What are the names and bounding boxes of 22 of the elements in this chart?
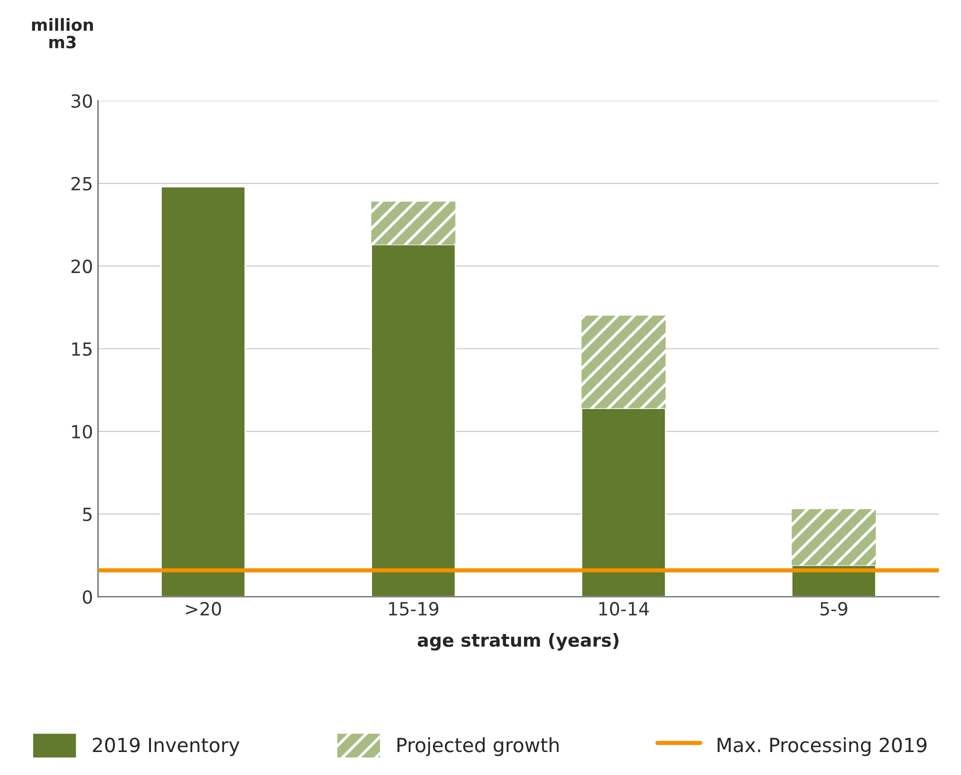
x-axis-title: age stratum (years) [418, 632, 618, 651]
bar [792, 509, 876, 566]
y-tick-label: 25 [72, 176, 92, 191]
bar [580, 408, 666, 597]
y-tick-label: 10 [72, 424, 92, 439]
bar [582, 316, 666, 408]
bar [371, 202, 456, 245]
x-tick-label: 15-19 [389, 602, 438, 616]
y-tick-label: 15 [72, 342, 92, 356]
y-tick-label: 20 [72, 260, 92, 274]
x-tick-label: 10-14 [599, 602, 649, 616]
bar [160, 186, 246, 597]
legend-label: Projected growth [397, 737, 559, 756]
bar [370, 244, 456, 597]
legend-label: 2019 Inventory [92, 738, 240, 756]
x-tick-label: >20 [186, 602, 221, 616]
x-tick-label: 5-9 [820, 602, 848, 616]
y-tick-label: 0 [82, 590, 92, 604]
y-tick-label: 5 [83, 508, 92, 522]
y-tick-label: 30 [72, 94, 92, 108]
y-axis-title: million m3 [32, 18, 93, 48]
legend-label: Max. Processing 2019 [718, 737, 926, 756]
